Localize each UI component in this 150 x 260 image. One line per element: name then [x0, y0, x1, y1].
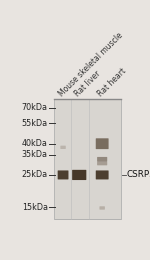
Text: 40kDa: 40kDa: [22, 139, 48, 148]
Bar: [54, 99, 121, 219]
FancyBboxPatch shape: [60, 146, 66, 149]
FancyBboxPatch shape: [96, 171, 109, 179]
FancyBboxPatch shape: [58, 171, 68, 179]
Text: 35kDa: 35kDa: [22, 150, 48, 159]
FancyBboxPatch shape: [99, 206, 105, 210]
FancyBboxPatch shape: [72, 170, 86, 180]
Text: 55kDa: 55kDa: [22, 119, 48, 128]
FancyBboxPatch shape: [97, 162, 107, 165]
Text: Mouse skeletal muscle: Mouse skeletal muscle: [57, 31, 124, 98]
FancyBboxPatch shape: [96, 138, 109, 149]
Text: 70kDa: 70kDa: [22, 103, 48, 112]
Text: 15kDa: 15kDa: [22, 203, 48, 212]
Text: Rat heart: Rat heart: [96, 66, 128, 98]
Text: CSRP3: CSRP3: [127, 171, 150, 179]
Text: 25kDa: 25kDa: [22, 171, 48, 179]
Text: Rat liver: Rat liver: [73, 69, 102, 98]
FancyBboxPatch shape: [97, 157, 107, 162]
